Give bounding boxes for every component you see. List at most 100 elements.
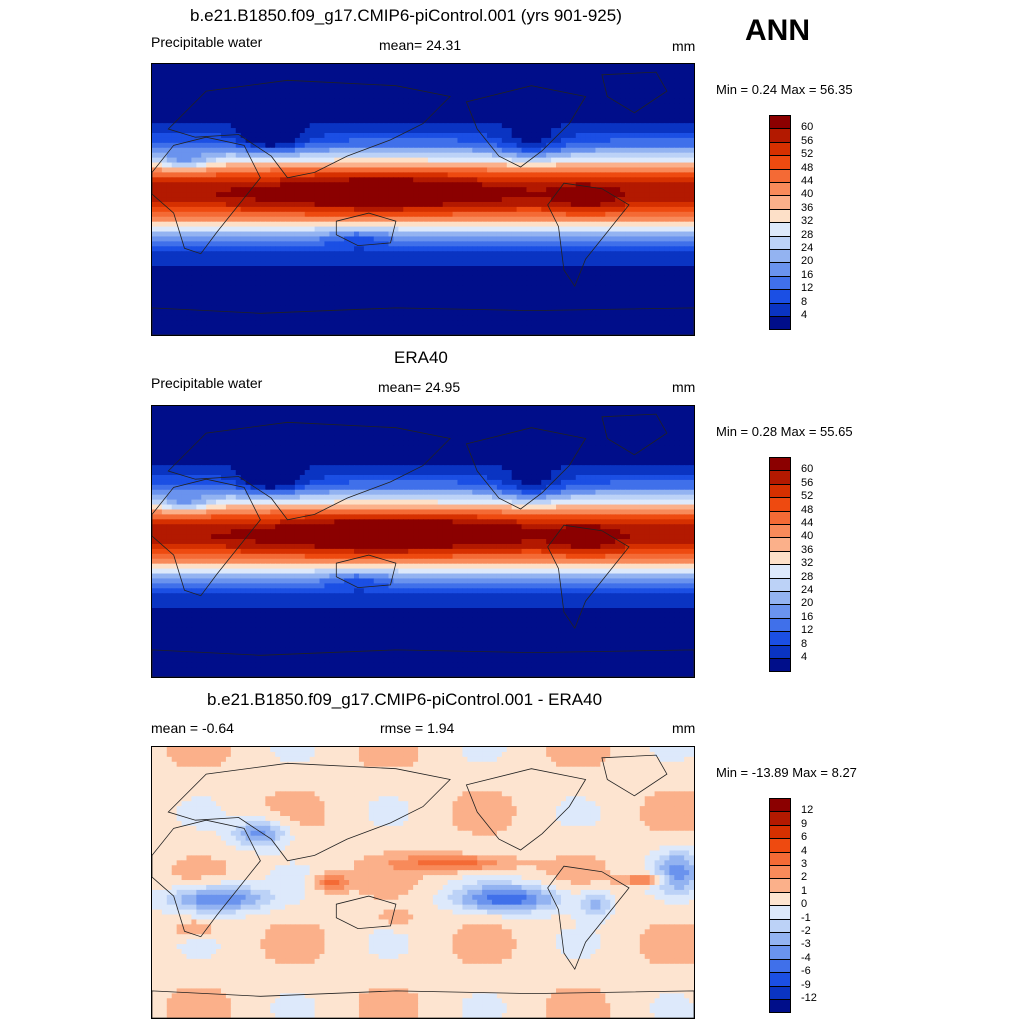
contour-cell bbox=[245, 78, 252, 85]
contour-cell bbox=[565, 177, 572, 183]
contour-cell bbox=[285, 162, 291, 169]
contour-cell bbox=[496, 256, 503, 262]
contour-cell bbox=[294, 211, 301, 218]
contour-cell bbox=[334, 68, 340, 75]
contour-cell bbox=[156, 137, 163, 144]
contour-cell bbox=[610, 201, 616, 208]
contour-cell bbox=[644, 275, 651, 282]
contour-cell bbox=[491, 187, 498, 193]
contour-cell bbox=[225, 142, 232, 149]
contour-cell bbox=[669, 147, 675, 154]
contour-cell bbox=[294, 103, 301, 109]
contour-cell bbox=[620, 64, 626, 70]
contour-cell bbox=[240, 128, 247, 134]
contour-cell bbox=[620, 236, 626, 242]
contour-cell bbox=[506, 270, 513, 277]
contour-cell bbox=[634, 93, 641, 100]
contour-cell bbox=[408, 147, 414, 154]
contour-cell bbox=[565, 201, 572, 208]
contour-cell bbox=[447, 236, 454, 242]
contour-cell bbox=[216, 241, 222, 247]
contour-cell bbox=[403, 73, 409, 80]
contour-cell bbox=[383, 142, 390, 149]
contour-cell bbox=[225, 83, 232, 90]
contour-cell bbox=[383, 177, 390, 183]
contour-cell bbox=[496, 98, 503, 105]
contour-cell bbox=[610, 167, 616, 173]
contour-cell bbox=[309, 182, 316, 188]
contour-cell bbox=[437, 197, 444, 203]
contour-cell bbox=[477, 197, 483, 203]
contour-cell bbox=[309, 172, 316, 178]
contour-cell bbox=[649, 201, 656, 208]
contour-cell bbox=[432, 246, 439, 252]
contour-cell bbox=[521, 270, 528, 277]
contour-cell bbox=[659, 147, 666, 154]
contour-cell bbox=[590, 197, 597, 203]
contour-cell bbox=[161, 123, 168, 129]
contour-cell bbox=[240, 177, 247, 183]
contour-cell bbox=[531, 182, 537, 188]
contour-cell bbox=[275, 182, 281, 188]
contour-cell bbox=[319, 73, 326, 80]
contour-cell bbox=[344, 103, 350, 109]
contour-cell bbox=[250, 266, 257, 272]
contour-cell bbox=[230, 192, 237, 198]
contour-cell bbox=[595, 270, 601, 277]
contour-cell bbox=[570, 280, 577, 287]
contour-cell bbox=[245, 241, 252, 247]
contour-cell bbox=[536, 226, 542, 233]
contour-cell bbox=[324, 64, 330, 70]
contour-cell bbox=[482, 142, 488, 149]
contour-cell bbox=[472, 280, 478, 287]
contour-cell bbox=[339, 108, 345, 114]
contour-cell bbox=[250, 172, 257, 178]
contour-cell bbox=[294, 251, 301, 257]
contour-cell bbox=[299, 88, 306, 95]
contour-cell bbox=[201, 236, 207, 242]
contour-cell bbox=[418, 142, 424, 149]
contour-cell bbox=[299, 251, 306, 257]
contour-cell bbox=[565, 128, 572, 134]
contour-cell bbox=[349, 201, 355, 208]
contour-cell bbox=[299, 98, 306, 105]
contour-cell bbox=[659, 192, 666, 198]
contour-cell bbox=[373, 226, 380, 233]
contour-cell bbox=[211, 241, 217, 247]
contour-cell bbox=[220, 231, 227, 238]
contour-cell bbox=[304, 177, 311, 183]
contour-cell bbox=[644, 113, 651, 119]
contour-cell bbox=[171, 93, 178, 100]
contour-cell bbox=[684, 216, 690, 223]
contour-cell bbox=[482, 246, 488, 252]
contour-cell bbox=[442, 231, 449, 238]
contour-cell bbox=[664, 93, 670, 100]
contour-cell bbox=[541, 157, 547, 164]
contour-cell bbox=[570, 182, 577, 188]
contour-cell bbox=[477, 231, 483, 238]
contour-cell bbox=[324, 142, 330, 149]
contour-cell bbox=[329, 241, 335, 247]
contour-cell bbox=[161, 206, 168, 213]
contour-cell bbox=[299, 64, 306, 70]
contour-cell bbox=[201, 118, 207, 124]
contour-cell bbox=[506, 261, 513, 267]
contour-cell bbox=[181, 201, 188, 208]
contour-cell bbox=[521, 275, 528, 282]
contour-cell bbox=[388, 142, 395, 149]
contour-cell bbox=[551, 152, 557, 159]
contour-cell bbox=[166, 201, 173, 208]
contour-cell bbox=[181, 266, 188, 272]
contour-cell bbox=[260, 226, 266, 233]
contour-cell bbox=[299, 123, 306, 129]
contour-cell bbox=[467, 157, 473, 164]
contour-cell bbox=[334, 98, 340, 105]
contour-cell bbox=[176, 182, 183, 188]
contour-cell bbox=[457, 280, 464, 287]
contour-cell bbox=[181, 64, 188, 70]
contour-cell bbox=[585, 201, 592, 208]
contour-cell bbox=[289, 221, 296, 228]
contour-cell bbox=[250, 137, 257, 144]
contour-cell bbox=[472, 275, 478, 282]
contour-cell bbox=[664, 108, 670, 114]
